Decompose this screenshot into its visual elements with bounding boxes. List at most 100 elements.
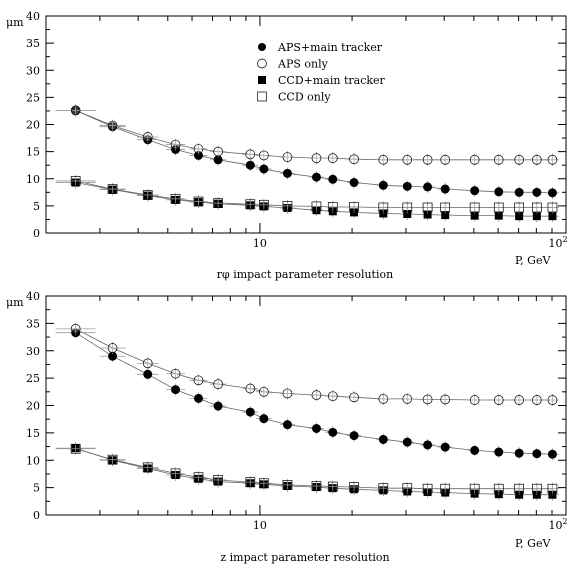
z-point-aps-only [213,379,223,389]
rphi-point-ccd-main [403,210,412,219]
z-point-ccd-only [311,481,322,491]
z-x-tick-exponent: 2 [562,517,567,526]
z-x-tick-label: 102 [548,517,567,532]
z-point-aps-only [142,358,153,369]
z-y-tick-label: 30 [26,345,40,358]
rphi-point-ccd-only [107,184,118,194]
z-data-points [55,322,560,501]
rphi-point-ccd-only [440,202,451,213]
rphi-point-aps-only [531,154,542,165]
rphi-point-aps-main [282,168,292,178]
z-y-tick-label: 10 [26,454,40,467]
rphi-point-aps-only [170,139,181,150]
rphi-point-aps-only [440,154,451,165]
rphi-xlabel: P, GeV [515,254,551,267]
z-point-aps-main [245,407,255,417]
z-resolution-panel: μm P, GeV z impact parameter resolution … [6,290,568,564]
rphi-point-aps-only [327,153,338,163]
z-point-ccd-only [514,483,525,494]
z-point-aps-only [311,390,322,400]
z-point-aps-main [514,448,524,458]
rphi-point-aps-only [193,144,204,154]
rphi-point-ccd-only [311,201,322,212]
legend-marker-filled-square [258,76,266,84]
z-point-aps-main [378,434,388,444]
z-point-ccd-only [378,483,389,494]
z-point-aps-only [531,395,542,405]
rphi-point-aps-main [328,174,338,184]
rphi-point-aps-only [422,154,433,165]
z-point-aps-main [259,414,269,424]
rphi-point-ccd-main [532,212,541,221]
z-point-aps-only [259,386,269,397]
rphi-point-aps-main [349,178,359,188]
legend-marker-open-square [257,91,267,102]
z-point-ccd-main [548,490,557,499]
z-point-ccd-only [531,483,542,494]
rphi-point-aps-main [532,187,542,197]
z-y-tick-label: 0 [33,509,40,522]
z-point-ccd-only [193,472,204,483]
rphi-point-aps-main [547,188,557,198]
z-y-tick-label: 40 [26,290,40,303]
rphi-fit-curves [75,110,553,217]
rphi-y-tick-label: 20 [26,119,40,132]
rphi-point-aps-only [514,154,525,165]
z-point-aps-main [328,427,338,437]
legend-entry-label: APS+main tracker [277,41,383,54]
legend-entry-label: CCD+main tracker [278,74,386,87]
rphi-point-aps-main [259,164,269,174]
rphi-y-tick-label: 40 [26,10,40,23]
z-point-aps-only [170,368,181,379]
z-plot-frame [45,295,567,516]
z-point-aps-main [213,401,223,411]
rphi-point-aps-main [245,160,255,170]
rphi-y-tick-label: 25 [26,91,40,104]
z-point-ccd-only [70,443,81,454]
z-point-ccd-only [402,483,413,494]
z-point-ccd-only [282,480,293,490]
rphi-point-ccd-main [470,211,479,220]
z-x-tick-label: 10 [253,519,267,532]
rphi-x-tick-label: 102 [548,235,567,250]
z-point-aps-only [327,391,338,402]
rphi-point-ccd-only [422,202,433,213]
rphi-point-aps-only [282,152,293,162]
rphi-point-aps-main [494,187,504,197]
z-point-aps-main [423,440,433,450]
z-y-ticks: 0 5 10 15 20 25 30 35 40 [26,290,566,522]
rphi-point-ccd-only [531,202,542,213]
rphi-point-ccd-main [494,211,503,220]
rphi-point-ccd-only [213,198,223,209]
z-point-ccd-only [213,475,223,485]
z-point-aps-main [311,423,321,433]
z-y-tick-label: 5 [33,482,40,495]
rphi-point-ccd-only [245,199,256,210]
rphi-point-ccd-only [70,176,81,186]
z-point-ccd-only [440,483,451,494]
rphi-point-ccd-only [327,202,338,212]
z-point-aps-only [378,394,389,404]
z-point-ccd-only [349,482,359,492]
z-point-aps-only [493,395,504,405]
z-point-aps-only [282,388,293,399]
rphi-point-aps-main [514,187,524,197]
rphi-caption: rφ impact parameter resolution [217,268,393,281]
z-point-aps-main [194,393,204,403]
z-point-aps-main [532,449,542,459]
z-point-aps-main [282,420,292,430]
rphi-point-aps-only [493,154,504,165]
rphi-y-tick-label: 0 [33,227,40,240]
z-point-aps-only [514,395,525,405]
rphi-point-ccd-only [142,190,153,200]
legend-marker-filled-circle [258,43,266,51]
z-point-aps-only [547,395,558,405]
z-point-ccd-only [259,478,269,489]
z-y-tick-label: 35 [26,317,40,330]
z-y-tick-label: 25 [26,372,40,385]
rphi-point-aps-main [423,182,433,192]
rphi-point-aps-only [311,153,322,163]
rphi-point-ccd-only [514,202,525,213]
rphi-y-tick-label: 35 [26,37,40,50]
z-point-ccd-only [493,483,504,494]
